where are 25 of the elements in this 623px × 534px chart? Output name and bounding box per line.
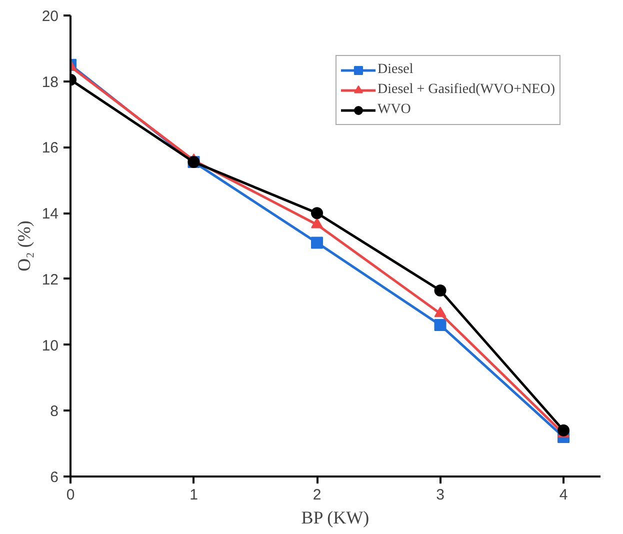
y-tick-label: 18 [42, 74, 59, 91]
x-tick-label: 0 [66, 486, 75, 504]
legend-label: Diesel [377, 62, 414, 78]
point [434, 284, 446, 296]
legend-label: Diesel + Gasified(WVO+NEO) [377, 82, 555, 98]
y-tick-label: 6 [50, 469, 58, 486]
point [311, 207, 324, 220]
y-tick-label: 16 [42, 140, 59, 157]
y-tick-label: 8 [50, 403, 58, 420]
x-tick-label: 4 [559, 486, 568, 504]
y-tick-label: 20 [42, 8, 59, 25]
y-tick-label: 14 [42, 206, 59, 223]
point [558, 424, 570, 436]
point [311, 236, 324, 249]
x-tick-label: 2 [312, 486, 322, 504]
y-tick-label: 12 [42, 271, 59, 288]
y-axis-title: O₂ (%) [14, 220, 34, 272]
y-tick-label: 10 [42, 337, 59, 354]
x-tick-label: 1 [190, 486, 198, 504]
point [434, 319, 446, 332]
point [434, 306, 446, 318]
legend-label: WVO [377, 102, 411, 118]
point [311, 218, 324, 228]
x-tick-label: 3 [436, 486, 444, 504]
x-axis-title: BP (KW) [301, 508, 370, 528]
